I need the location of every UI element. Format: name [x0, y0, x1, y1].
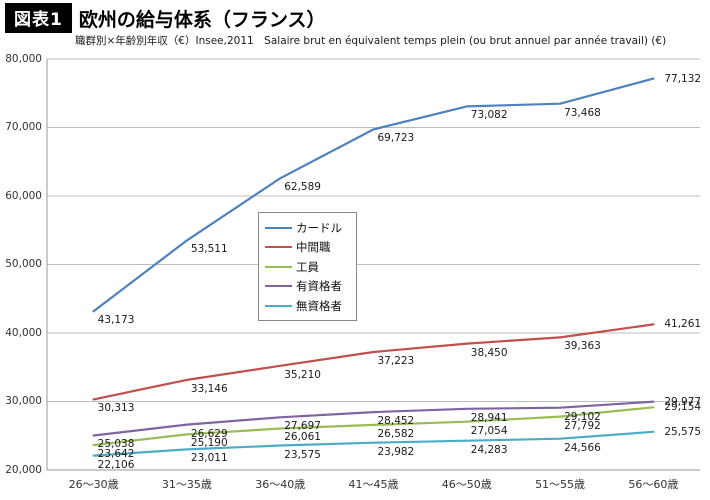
data-label-中間職: 33,146: [190, 382, 228, 395]
series-line-工員: [92, 406, 655, 447]
y-tick-label: 40,000: [5, 326, 42, 339]
data-label-有資格者: 28,941: [470, 411, 508, 424]
legend-line-swatch: [265, 265, 292, 268]
legend-label: カードル: [296, 220, 342, 235]
legend-label: 工員: [296, 259, 319, 274]
data-label-カードル: 73,468: [564, 106, 601, 119]
data-label-有資格者: 29,977: [664, 395, 702, 408]
data-label-中間職: 39,363: [564, 340, 601, 353]
legend-item-有資格者: 有資格者: [265, 277, 350, 297]
data-label-工員: 26,061: [284, 431, 321, 444]
data-label-カードル: 73,082: [470, 109, 508, 122]
data-label-カードル: 62,589: [284, 181, 321, 194]
chart-subtitle: 職群別×年齢別年収（€）Insee,2011 Salaire brut en é…: [75, 35, 667, 47]
data-label-無資格者: 24,283: [470, 443, 508, 456]
data-label-カードル: 77,132: [664, 72, 702, 85]
y-tick-label: 70,000: [5, 121, 42, 133]
legend-item-無資格者: 無資格者: [265, 296, 350, 316]
y-tick-label: 20,000: [5, 463, 42, 476]
legend-line-swatch: [265, 304, 292, 307]
series-line-カードル: [92, 77, 655, 313]
legend-item-工員: 工員: [265, 257, 350, 277]
legend-line-swatch: [265, 226, 292, 229]
data-label-無資格者: 23,011: [190, 452, 228, 465]
data-label-中間職: 35,210: [284, 368, 321, 381]
y-tick-label: 80,000: [5, 52, 42, 65]
y-tick-label: 50,000: [5, 258, 42, 270]
chart-header: 図表1 欧州の給与体系（フランス）: [5, 3, 325, 33]
legend-label: 中間職: [296, 240, 331, 255]
data-label-有資格者: 28,452: [377, 415, 415, 428]
data-label-工員: 29,154: [664, 401, 702, 414]
x-tick-label: 31～35歳: [161, 478, 212, 491]
x-tick-label: 46～50歳: [441, 478, 492, 491]
data-label-カードル: 69,723: [377, 132, 415, 145]
data-label-有資格者: 25,038: [97, 438, 135, 451]
data-label-無資格者: 22,106: [97, 458, 135, 471]
data-label-工員: 26,582: [377, 427, 415, 440]
series-line-無資格者: [92, 430, 655, 457]
x-tick-label: 51～55歳: [535, 478, 586, 491]
data-label-無資格者: 24,566: [564, 441, 601, 454]
x-tick-label: 36～40歳: [255, 478, 306, 491]
chart-legend: カードル中間職工員有資格者無資格者: [258, 212, 357, 321]
y-tick-label: 30,000: [5, 395, 42, 407]
data-label-中間職: 41,261: [664, 318, 702, 331]
legend-item-カードル: カードル: [265, 218, 350, 238]
data-label-中間職: 38,450: [470, 346, 508, 359]
page-title: 欧州の給与体系（フランス）: [78, 8, 326, 31]
x-tick-label: 56～60歳: [628, 478, 679, 491]
legend-item-中間職: 中間職: [265, 238, 350, 258]
data-label-無資格者: 25,575: [664, 425, 702, 438]
legend-line-swatch: [265, 246, 292, 249]
legend-label: 無資格者: [296, 298, 342, 313]
series-line-有資格者: [92, 400, 655, 437]
data-label-工員: 27,054: [470, 424, 508, 437]
data-label-有資格者: 26,629: [190, 427, 228, 440]
data-label-有資格者: 27,697: [284, 420, 321, 433]
data-label-カードル: 43,173: [97, 314, 135, 327]
y-tick-label: 60,000: [5, 189, 42, 202]
data-label-中間職: 37,223: [377, 355, 415, 368]
x-tick-label: 41～45歳: [348, 478, 399, 491]
x-tick-label: 26～30歳: [68, 478, 119, 491]
data-label-工員: 23,642: [97, 448, 135, 461]
data-label-工員: 27,792: [564, 419, 601, 432]
legend-label: 有資格者: [296, 279, 342, 294]
data-label-工員: 25,190: [190, 437, 228, 450]
data-label-有資格者: 29,102: [564, 410, 601, 423]
data-label-無資格者: 23,982: [377, 445, 415, 458]
series-line-中間職: [92, 323, 655, 401]
data-label-中間職: 30,313: [97, 402, 135, 415]
data-label-カードル: 53,511: [190, 243, 228, 256]
legend-line-swatch: [265, 285, 292, 288]
figure-badge: 図表1: [5, 3, 72, 33]
data-label-無資格者: 23,575: [284, 448, 321, 461]
